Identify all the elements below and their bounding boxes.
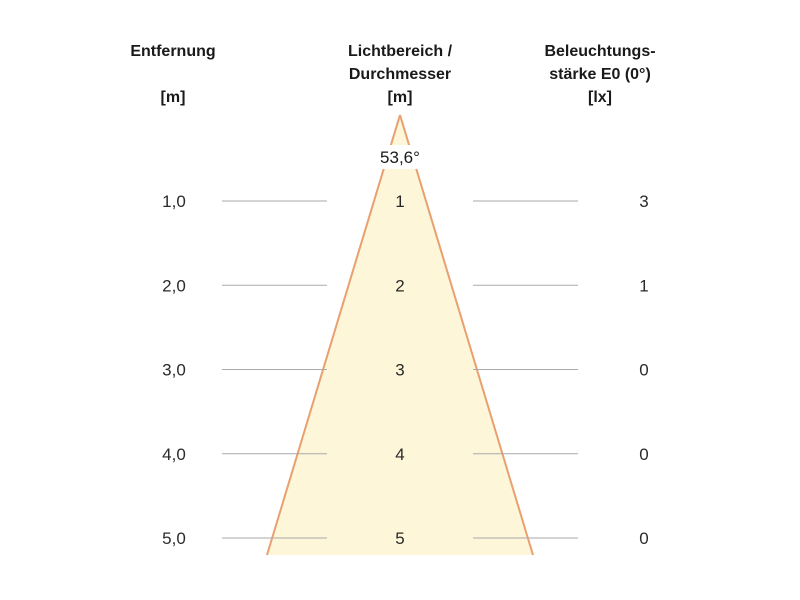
header-distance-title: Entfernung [130,43,216,60]
header-illuminance: Beleuchtungs- stärke E0 (0°) [lx] [515,40,685,109]
header-illuminance-unit: [lx] [588,89,612,106]
illuminance-value: 3 [639,192,648,211]
header-illuminance-title: Beleuchtungs- [544,43,656,60]
illuminance-value: 0 [639,445,648,464]
beam-angle-label: 53,6° [380,148,420,167]
distance-row: 4,0 4 0 [162,445,649,464]
beam-cone-left-edge [266,114,401,556]
distance-value: 1,0 [162,192,186,211]
header-diameter-title: Lichtbereich / [347,43,453,60]
diameter-value: 4 [395,445,404,464]
header-diameter-title-line2: Durchmesser [348,66,452,83]
distance-row: 2,0 2 1 [162,276,649,295]
illuminance-value: 0 [639,529,648,548]
diameter-value: 5 [395,529,404,548]
header-diameter-unit: [m] [387,89,413,106]
distance-row: 5,0 5 0 [162,529,649,548]
distance-value: 5,0 [162,529,186,548]
distance-value: 4,0 [162,445,186,464]
beam-angle-label-background [370,145,430,169]
distance-rows: 1,0 1 3 2,0 2 1 3,0 3 0 4,0 4 0 5,0 5 0 [162,192,649,548]
illuminance-value: 0 [639,361,648,380]
distance-row: 1,0 1 3 [162,192,649,211]
beam-cone [267,115,533,555]
diameter-value: 3 [395,361,404,380]
diameter-value: 1 [395,192,404,211]
distance-row: 3,0 3 0 [162,361,649,380]
beam-cone-right-edge [399,114,534,556]
header-diameter: Lichtbereich / Durchmesser [m] [320,40,480,109]
distance-value: 3,0 [162,361,186,380]
diameter-value: 2 [395,276,404,295]
header-distance: Entfernung [m] [108,40,238,109]
illuminance-value: 1 [639,276,648,295]
header-distance-unit: [m] [160,89,186,106]
distance-value: 2,0 [162,276,186,295]
header-illuminance-title-line2: stärke E0 (0°) [549,66,651,83]
